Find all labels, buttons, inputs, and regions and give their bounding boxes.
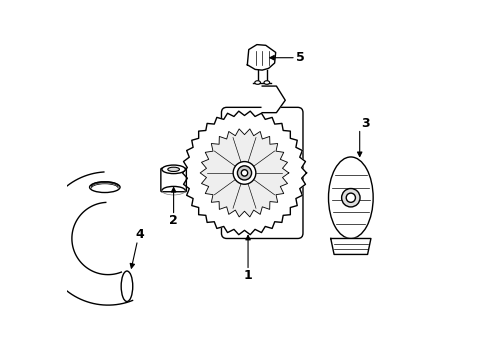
- Polygon shape: [41, 172, 132, 305]
- Ellipse shape: [254, 81, 260, 84]
- Circle shape: [346, 193, 355, 202]
- Polygon shape: [262, 86, 285, 113]
- Text: 1: 1: [243, 269, 252, 282]
- Ellipse shape: [264, 81, 269, 84]
- Polygon shape: [182, 111, 306, 235]
- Text: 5: 5: [296, 51, 304, 64]
- Polygon shape: [330, 238, 370, 255]
- Polygon shape: [247, 45, 275, 70]
- Text: 4: 4: [135, 228, 143, 241]
- FancyBboxPatch shape: [221, 107, 303, 238]
- Circle shape: [233, 162, 255, 184]
- Ellipse shape: [89, 182, 120, 193]
- Ellipse shape: [328, 157, 372, 238]
- Text: 3: 3: [360, 117, 368, 130]
- Circle shape: [241, 170, 247, 176]
- FancyBboxPatch shape: [161, 168, 186, 192]
- Ellipse shape: [162, 165, 185, 174]
- Text: 2: 2: [169, 214, 178, 227]
- Ellipse shape: [121, 271, 132, 302]
- Circle shape: [237, 166, 251, 180]
- Polygon shape: [200, 129, 288, 217]
- Circle shape: [341, 189, 359, 207]
- Ellipse shape: [167, 167, 179, 171]
